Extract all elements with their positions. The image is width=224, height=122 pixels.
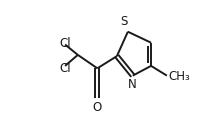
- Text: S: S: [121, 15, 128, 28]
- Text: Cl: Cl: [59, 37, 71, 50]
- Text: O: O: [93, 102, 102, 114]
- Text: Cl: Cl: [59, 62, 71, 75]
- Text: CH₃: CH₃: [168, 70, 190, 83]
- Text: N: N: [128, 78, 137, 91]
